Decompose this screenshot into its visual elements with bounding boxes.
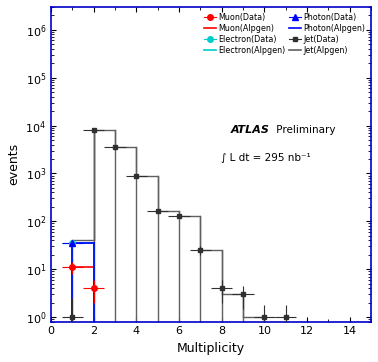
Y-axis label: events: events bbox=[7, 143, 20, 185]
Jet(Alpgen) bbox=[177, 214, 181, 218]
Muon(Alpgen) bbox=[91, 265, 96, 269]
Jet(Alpgen) bbox=[241, 315, 245, 319]
X-axis label: Multiplicity: Multiplicity bbox=[177, 342, 245, 355]
Electron(Alpgen) bbox=[91, 241, 96, 245]
Jet(Alpgen) bbox=[177, 209, 181, 214]
Jet(Alpgen) bbox=[91, 238, 96, 243]
Text: ∫ L dt = 295 nb⁻¹: ∫ L dt = 295 nb⁻¹ bbox=[221, 153, 310, 163]
Jet(Alpgen) bbox=[198, 248, 203, 252]
Photon(Alpgen) bbox=[70, 241, 75, 245]
Jet(Alpgen) bbox=[155, 209, 160, 214]
Photon(Alpgen) bbox=[91, 241, 96, 245]
Legend: Muon(Data), Muon(Alpgen), Electron(Data), Electron(Alpgen), Photon(Data), Photon: Muon(Data), Muon(Alpgen), Electron(Data)… bbox=[202, 11, 367, 56]
Jet(Alpgen) bbox=[113, 128, 118, 132]
Jet(Alpgen) bbox=[220, 248, 224, 252]
Jet(Alpgen) bbox=[198, 214, 203, 218]
Jet(Alpgen) bbox=[91, 128, 96, 132]
Text: ATLAS: ATLAS bbox=[230, 125, 269, 135]
Jet(Alpgen) bbox=[155, 173, 160, 178]
Jet(Alpgen) bbox=[241, 292, 245, 296]
Jet(Alpgen) bbox=[134, 173, 139, 178]
Jet(Alpgen) bbox=[220, 292, 224, 296]
Line: Jet(Alpgen): Jet(Alpgen) bbox=[73, 130, 265, 317]
Text: Preliminary: Preliminary bbox=[274, 125, 336, 135]
Electron(Alpgen) bbox=[70, 241, 75, 245]
Jet(Alpgen) bbox=[70, 238, 75, 243]
Jet(Alpgen) bbox=[262, 315, 267, 319]
Jet(Alpgen) bbox=[134, 145, 139, 150]
Muon(Alpgen) bbox=[70, 265, 75, 269]
Jet(Alpgen) bbox=[113, 145, 118, 150]
